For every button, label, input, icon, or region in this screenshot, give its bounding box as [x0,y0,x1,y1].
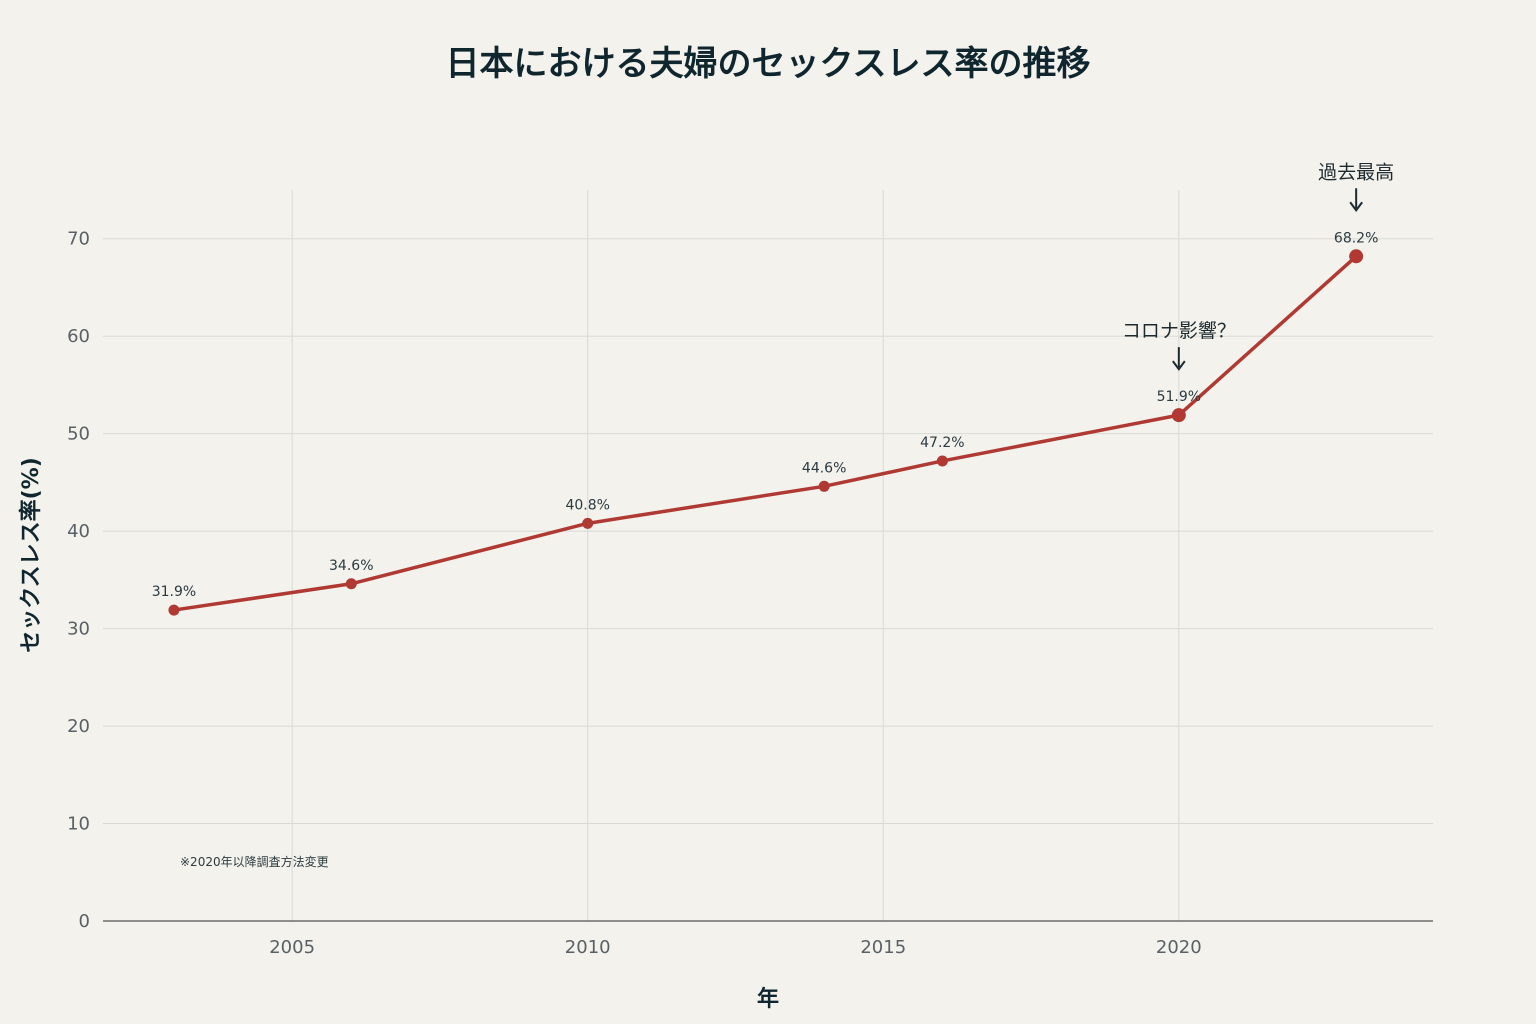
footnote: ※2020年以降調査方法変更 [180,854,329,869]
data-label: 47.2% [920,435,964,451]
y-tick-label: 30 [67,619,90,640]
data-point [168,604,180,616]
data-label: 51.9% [1157,389,1201,405]
x-tick-label: 2020 [1156,937,1202,958]
data-label: 31.9% [152,584,196,600]
series-layer [168,249,1364,616]
data-point [818,480,830,492]
x-tick-label: 2005 [269,937,315,958]
annotation-layer: コロナ影響？ 過去最高 [1122,161,1394,371]
y-axis-title: セックスレス率(%) [18,457,44,653]
data-point [1349,249,1364,264]
data-point [1171,408,1186,423]
data-point [582,517,594,529]
y-tick-label: 0 [79,911,90,932]
data-label-layer: 31.9% 34.6% 40.8% 44.6% 47.2% 51.9% 68.2% [152,230,1379,600]
y-tick-label: 10 [67,814,90,835]
data-label: 34.6% [329,558,373,574]
data-label: 44.6% [802,460,846,476]
data-point [936,455,948,467]
data-point [345,578,357,590]
x-tick-label: 2015 [860,937,906,958]
grid-layer [103,190,1433,921]
y-tick-label: 60 [67,326,90,347]
x-axis-title: 年 [757,986,779,1012]
data-label: 40.8% [565,497,609,513]
annotation-arrow-head [1349,201,1363,212]
chart-title: 日本における夫婦のセックスレス率の推移 [446,44,1091,84]
y-tick-label: 50 [67,424,90,445]
x-tick-label: 2010 [565,937,611,958]
y-tick-label: 70 [67,229,90,250]
data-label: 68.2% [1334,230,1378,246]
annotation-arrow-head [1172,360,1186,371]
y-tick-label: 20 [67,716,90,737]
annotation-text: コロナ影響？ [1122,320,1236,342]
axis-layer: 0 10 20 30 40 50 60 70 2005 2010 2015 2020 [67,229,1433,958]
annotation-text: 過去最高 [1318,161,1394,183]
y-tick-label: 40 [67,521,90,542]
